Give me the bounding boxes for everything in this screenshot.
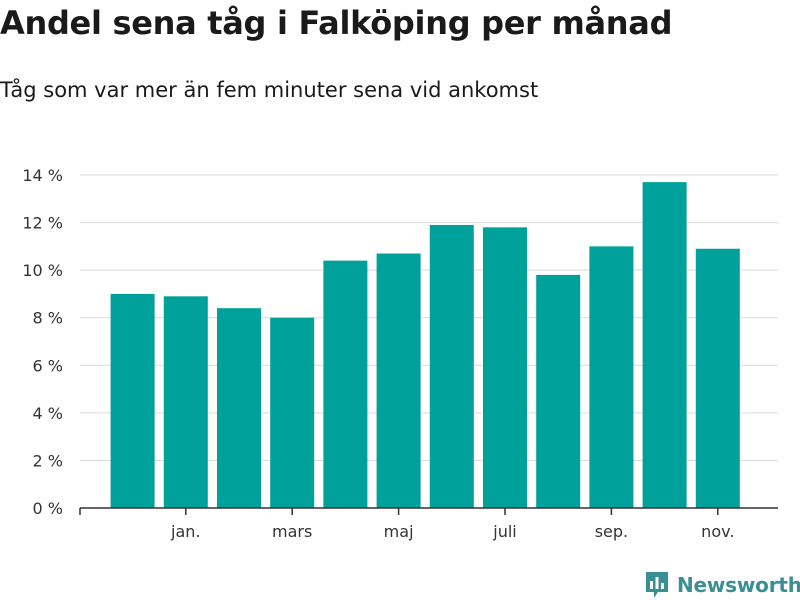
bar[interactable]: [163, 296, 208, 508]
brand-name: Newsworthy: [677, 573, 800, 597]
y-tick-label: 4 %: [33, 404, 63, 423]
bar[interactable]: [589, 246, 634, 508]
x-tick-label: nov.: [701, 522, 734, 541]
bar[interactable]: [217, 308, 261, 508]
tick-labels: 0 % 2 % 4 % 6 % 8 % 10 % 12 % 14 % jan. mars maj ju…: [22, 166, 734, 541]
y-tick-label: 6 %: [33, 356, 63, 375]
bars: [110, 182, 740, 509]
newsworthy-logo[interactable]: Newsworthy: [644, 570, 800, 600]
chart-subtitle: Tåg som var mer än fem minuter sena vid …: [0, 78, 539, 102]
bar[interactable]: [642, 182, 687, 508]
bar[interactable]: [695, 248, 740, 508]
y-tick-label: 14 %: [22, 166, 63, 185]
y-tick-label: 12 %: [22, 214, 63, 233]
bar[interactable]: [323, 260, 368, 508]
y-tick-label: 8 %: [33, 309, 63, 328]
x-tick-label: sep.: [595, 522, 628, 541]
x-tick-label: juli: [492, 522, 516, 541]
x-tick-label: maj: [384, 522, 414, 541]
bar[interactable]: [270, 317, 315, 508]
y-tick-label: 2 %: [33, 451, 63, 470]
bar[interactable]: [376, 253, 421, 508]
x-tick-label: mars: [272, 522, 312, 541]
x-tick-label: jan.: [170, 522, 200, 541]
bar-chart-speech-bubble-icon: [646, 572, 668, 598]
bar[interactable]: [483, 227, 527, 509]
bar[interactable]: [110, 293, 155, 508]
y-tick-label: 0 %: [33, 499, 63, 518]
y-tick-label: 10 %: [22, 261, 63, 280]
chart-title: Andel sena tåg i Falköping per månad: [0, 4, 673, 42]
bar[interactable]: [536, 274, 581, 508]
bar[interactable]: [429, 224, 474, 508]
axes: [79, 507, 778, 515]
